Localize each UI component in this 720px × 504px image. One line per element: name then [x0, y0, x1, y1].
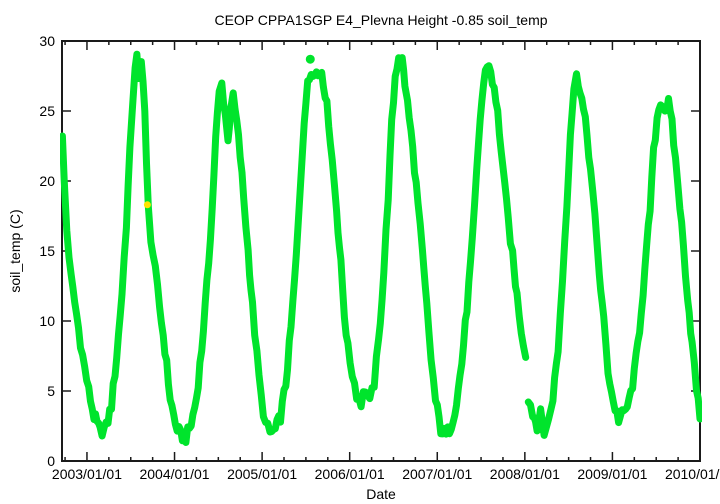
y-axis-label: soil_temp (C): [7, 209, 23, 293]
y-tick-label: 10: [39, 313, 55, 329]
chart-title: CEOP CPPA1SGP E4_Plevna Height -0.85 soi…: [214, 12, 548, 28]
y-tick-label: 5: [47, 383, 55, 399]
x-tick-label: 2005/01/01: [227, 466, 297, 482]
yellow-flagged-point: [143, 201, 151, 209]
soil-temp-data-band: [60, 50, 530, 446]
y-tick-label: 30: [39, 33, 55, 49]
plot-border: [61, 40, 701, 462]
y-tick-label: 20: [39, 173, 55, 189]
x-tick-label: 2004/01/01: [139, 466, 209, 482]
x-tick-label: 2007/01/01: [402, 466, 472, 482]
y-tick-label: 25: [39, 103, 55, 119]
detached-green-point: [305, 54, 315, 64]
x-tick-label: 2010/01/01: [665, 466, 720, 482]
x-axis-label: Date: [366, 486, 396, 502]
y-tick-label: 15: [39, 243, 55, 259]
x-tick-label: 2009/01/01: [577, 466, 647, 482]
y-tick-label: 0: [47, 453, 55, 469]
x-tick-label: 2006/01/01: [315, 466, 385, 482]
x-tick-label: 2003/01/01: [52, 466, 122, 482]
x-tick-label: 2008/01/01: [490, 466, 560, 482]
soil-temp-data-band: [524, 70, 702, 439]
